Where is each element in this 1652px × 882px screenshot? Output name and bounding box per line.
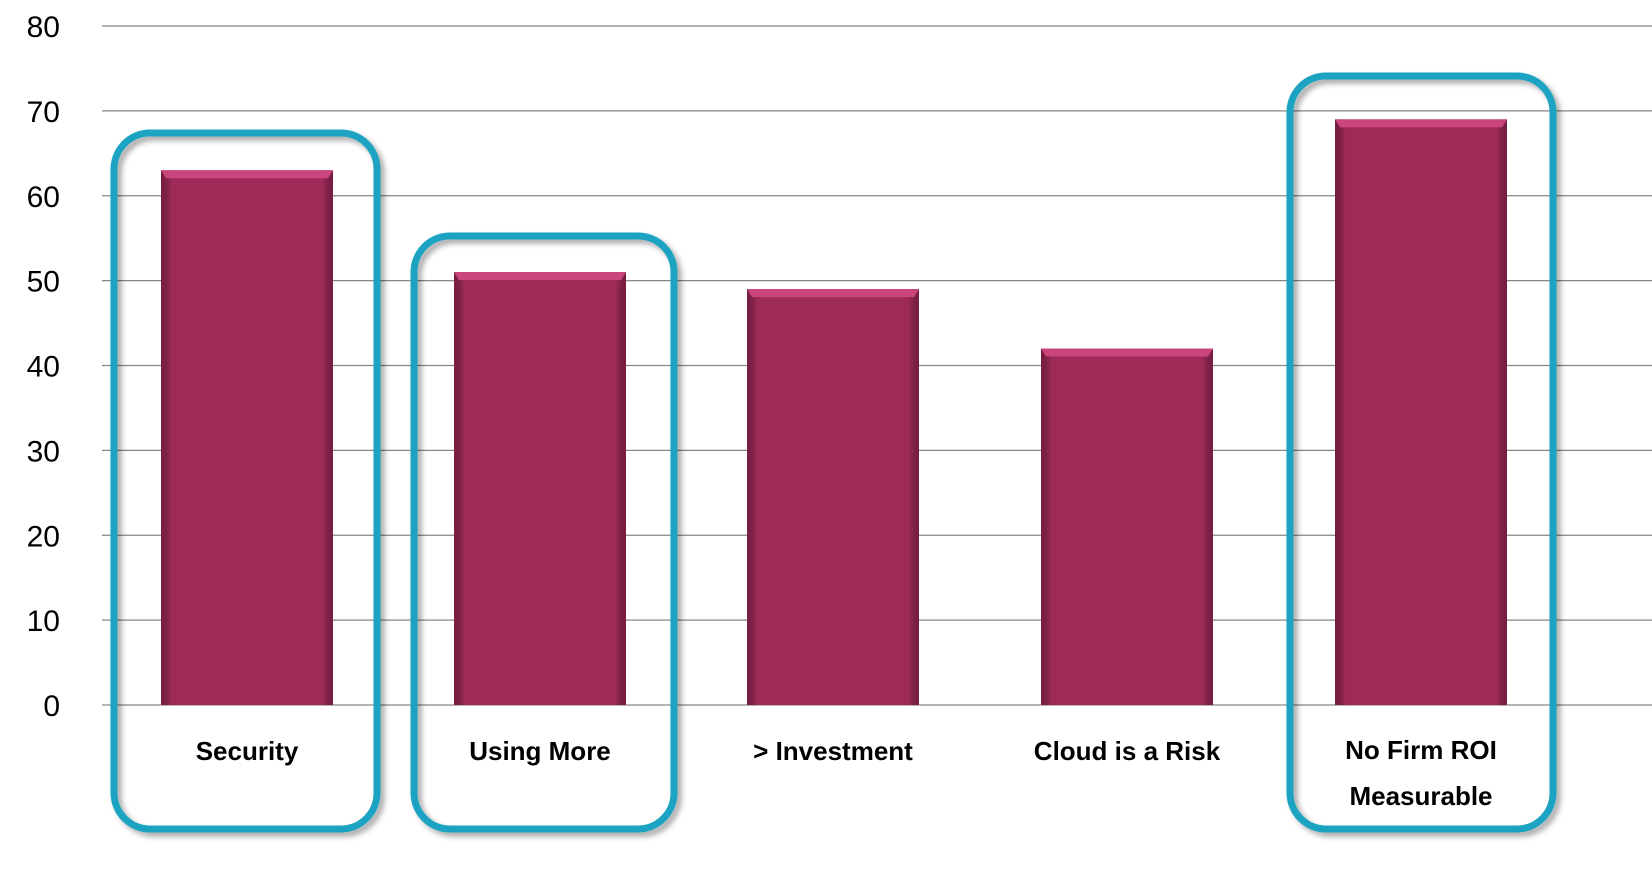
bar-bevel (1335, 119, 1507, 128)
bar-shading (1335, 119, 1507, 706)
highlight-outline (1286, 72, 1557, 833)
x-category-label: Cloud is a Risk (1034, 736, 1221, 766)
y-tick-label: 60 (27, 181, 60, 214)
bar-group (747, 289, 919, 705)
bar-group (161, 170, 333, 706)
bar-bevel (1041, 348, 1213, 357)
bar-group (1335, 119, 1507, 706)
highlight-outline (410, 232, 678, 833)
x-category-label: No Firm ROI (1345, 735, 1497, 765)
bar-shading (161, 170, 333, 706)
y-tick-label: 40 (27, 351, 60, 384)
highlight-outline (110, 129, 381, 833)
y-axis-ticks: 0 10 20 30 40 50 60 70 80 (27, 11, 60, 723)
y-tick-label: 70 (27, 96, 60, 129)
bar-bevel (161, 170, 333, 179)
x-axis-labels: Security Using More > Investment Cloud is a… (196, 735, 1497, 811)
bar-group (454, 272, 626, 705)
bars (161, 119, 1507, 706)
y-tick-label: 50 (27, 266, 60, 299)
bar-bevel (454, 272, 626, 281)
y-tick-label: 10 (27, 605, 60, 638)
bar-bevel (747, 289, 919, 298)
bar-shading (1041, 348, 1213, 705)
x-category-label: Using More (469, 736, 611, 766)
bar-group (1041, 348, 1213, 705)
x-category-label: Security (196, 736, 299, 766)
y-tick-label: 20 (27, 520, 60, 553)
y-tick-label: 0 (43, 690, 60, 723)
bar-shading (747, 289, 919, 705)
x-category-label: > Investment (753, 736, 913, 766)
bar-shading (454, 272, 626, 705)
x-category-label: Measurable (1349, 781, 1492, 811)
highlight-outlines (110, 72, 1557, 833)
y-tick-label: 30 (27, 435, 60, 468)
y-tick-label: 80 (27, 11, 60, 44)
